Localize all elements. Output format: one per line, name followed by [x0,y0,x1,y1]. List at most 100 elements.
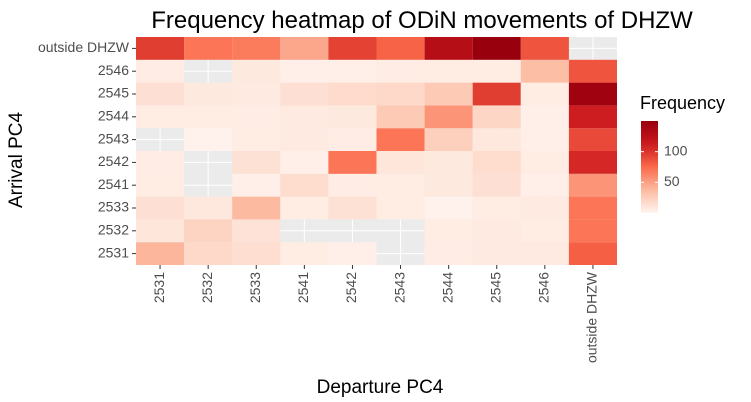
heatmap-cell [328,196,377,220]
heatmap-cell [472,82,521,106]
heatmap-cell [280,196,329,220]
heatmap-cell [328,59,377,83]
heatmap-cell [232,82,281,106]
heatmap-cell [472,219,521,243]
x-tick-label: outside DHZW [584,271,600,363]
y-tick-label: 2545 [98,85,129,101]
heatmap-cell [472,173,521,197]
heatmap-cell [280,242,329,265]
y-tick-label: 2541 [98,176,129,192]
heatmap-cell [232,173,281,197]
heatmap-cell [376,128,425,151]
heatmap-cell [232,151,281,174]
heatmap-cell [136,196,185,220]
heatmap-cell [520,173,569,197]
heatmap-cell [232,128,281,151]
heatmap-cell [568,242,617,265]
heatmap-cell [568,59,617,83]
heatmap-cell [232,59,281,83]
heatmap-cell [520,59,569,83]
legend-tick-label: 50 [664,173,680,189]
heatmap-cell [424,173,473,197]
heatmap-cell [424,242,473,265]
heatmap-cell [472,242,521,265]
x-tick-label: 2542 [343,272,359,303]
heatmap-cell [184,128,233,151]
heatmap-cell [568,82,617,106]
heatmap-cell [568,151,617,174]
heatmap-cell [280,128,329,151]
y-tick-label: 2542 [98,153,129,169]
heatmap-cell [280,173,329,197]
legend-colorbar [641,121,658,213]
heatmap-cell [280,151,329,174]
heatmap-cell [424,37,473,60]
heatmap-cell [136,219,185,243]
x-tick-label: 2545 [488,272,504,303]
heatmap-cell [376,105,425,129]
heatmap-cell [232,196,281,220]
heatmap-cell [568,105,617,129]
heatmap-cell [376,196,425,220]
heatmap-cell [376,59,425,83]
legend-tick-label: 100 [664,142,688,158]
heatmap-cell [184,37,233,60]
heatmap-cell [328,105,377,129]
heatmap-cell [280,105,329,129]
heatmap-cell [328,242,377,265]
heatmap-cell [328,151,377,174]
y-tick-label: 2543 [98,130,129,146]
heatmap-cell [472,37,521,60]
heatmap-cell [376,173,425,197]
heatmap-cell [184,242,233,265]
heatmap-cell [520,128,569,151]
y-tick-label: outside DHZW [38,39,130,55]
heatmap-cell [424,105,473,129]
heatmap-cell [328,128,377,151]
heatmap-cell [376,37,425,60]
heatmap-cell [520,105,569,129]
heatmap-cell [184,82,233,106]
y-tick-label: 2544 [98,108,129,124]
heatmap-cell [136,37,185,60]
heatmap-cell [232,105,281,129]
heatmap-cell [232,37,281,60]
heatmap-cell [136,151,185,174]
heatmap-cell [424,82,473,106]
heatmap-cell [520,242,569,265]
heatmap-cell [328,173,377,197]
heatmap-cell [424,219,473,243]
heatmap-cell [376,151,425,174]
x-tick-label: 2532 [199,272,215,303]
heatmap-cell [136,59,185,83]
heatmap-cell [136,242,185,265]
legend: Frequency 50 100 [640,93,725,213]
heatmap-cell [232,219,281,243]
heatmap-cell [568,128,617,151]
chart-title: Frequency heatmap of ODiN movements of D… [151,7,693,34]
x-axis-ticks: 2531 2532 2533 2541 2542 2543 2544 2545 2546 outs… [151,265,600,363]
heatmap-cell [472,196,521,220]
heatmap-cell [520,196,569,220]
x-tick-label: 2541 [295,272,311,303]
heatmap-cell [136,105,185,129]
heatmap-cell [424,128,473,151]
heatmap-cell [568,196,617,220]
y-axis-title: Arrival PC4 [6,112,27,209]
heatmap-cell [472,128,521,151]
heatmap-cell [472,105,521,129]
heatmap-cell [280,59,329,83]
heatmap-cell [568,173,617,197]
heatmap-cell [136,82,185,106]
legend-title: Frequency [640,93,725,113]
y-tick-label: 2533 [98,199,129,215]
y-tick-label: 2531 [98,244,129,260]
heatmap-cell [184,196,233,220]
heatmap-cell [328,82,377,106]
x-tick-label: 2544 [439,272,455,303]
y-tick-label: 2546 [98,62,129,78]
heatmap-cell [424,59,473,83]
heatmap-cell [520,219,569,243]
heatmap-cell [280,82,329,106]
